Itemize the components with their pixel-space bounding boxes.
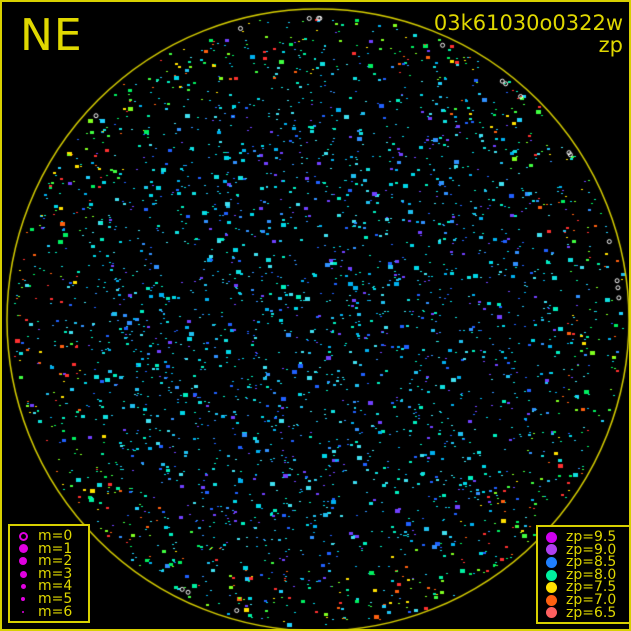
zp-legend-item: zp=7.0 xyxy=(544,591,626,608)
magnitude-label: m=0 xyxy=(38,528,73,544)
magnitude-label: m=5 xyxy=(38,590,73,607)
magnitude-label: m=3 xyxy=(38,565,73,582)
magnitude-legend-item: m=4 xyxy=(16,580,82,593)
zp-legend-item: zp=9.0 xyxy=(544,541,626,558)
zp-color-dot xyxy=(544,556,558,568)
magnitude-symbol xyxy=(16,570,30,578)
magnitude-label: m=6 xyxy=(38,603,73,620)
magnitude-symbol xyxy=(16,584,30,590)
magnitude-label: m=2 xyxy=(38,553,73,570)
zp-color-dot xyxy=(544,531,558,543)
zp-color-dot xyxy=(544,594,558,606)
zp-label: zp=7.0 xyxy=(566,591,617,608)
zp-label: zp=6.5 xyxy=(566,604,617,621)
plot-mode: zp xyxy=(598,33,623,57)
zp-color-dot xyxy=(544,582,558,594)
magnitude-legend: m=0 m=1 m=2 m=3 m=4 m=5 m=6 xyxy=(8,524,90,624)
zp-legend-item: zp=8.5 xyxy=(544,554,626,571)
magnitude-legend-item: m=6 xyxy=(16,603,82,620)
zp-label: zp=8.0 xyxy=(566,566,617,583)
zp-color-dot xyxy=(544,607,558,619)
magnitude-label: m=1 xyxy=(38,540,73,557)
zp-label: zp=9.5 xyxy=(566,529,617,545)
magnitude-label: m=4 xyxy=(38,578,73,595)
magnitude-legend-item: m=3 xyxy=(16,565,82,582)
filename: 03k61030o0322w xyxy=(433,11,623,35)
zp-color-dot xyxy=(544,544,558,556)
zp-legend: zp=9.5 zp=9.0 zp=8.5 zp=8.0 zp=7.5 zp=7.0 zp=6… xyxy=(536,525,629,625)
magnitude-symbol xyxy=(16,557,30,566)
magnitude-legend-item: m=0 xyxy=(16,528,82,544)
direction-label: NE xyxy=(20,10,83,61)
zp-label: zp=8.5 xyxy=(566,554,617,571)
zp-legend-item: zp=6.5 xyxy=(544,604,626,621)
magnitude-symbol xyxy=(16,610,30,613)
zp-legend-item: zp=8.0 xyxy=(544,566,626,583)
zp-label: zp=7.5 xyxy=(566,579,617,596)
zp-label: zp=9.0 xyxy=(566,541,617,558)
zp-legend-item: zp=9.5 xyxy=(544,529,626,545)
zp-legend-item: zp=7.5 xyxy=(544,581,626,594)
magnitude-legend-item: m=5 xyxy=(16,590,82,607)
image-info: 03k61030o0322w zp xyxy=(434,12,623,56)
zp-color-dot xyxy=(544,569,558,581)
magnitude-legend-item: m=2 xyxy=(16,553,82,570)
magnitude-symbol xyxy=(16,597,30,602)
magnitude-legend-item: m=1 xyxy=(16,540,82,557)
magnitude-symbol xyxy=(16,544,30,554)
magnitude-symbol xyxy=(16,531,30,541)
